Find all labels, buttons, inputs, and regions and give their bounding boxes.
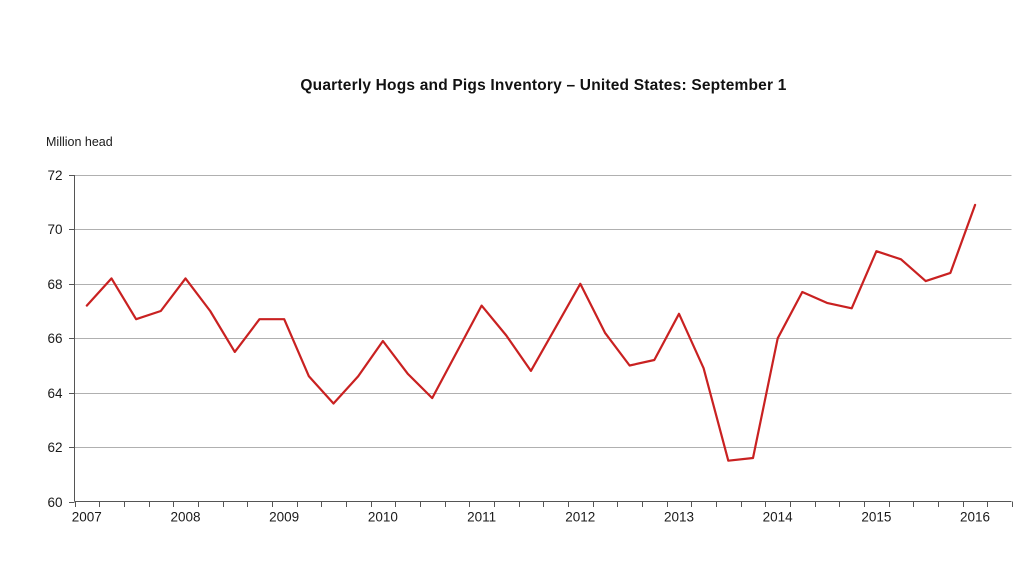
y-tick-label: 62 <box>47 440 62 455</box>
x-tick-label: 2009 <box>269 510 299 525</box>
chart-title: Quarterly Hogs and Pigs Inventory – Unit… <box>300 77 787 94</box>
y-tick-label: 72 <box>47 168 62 183</box>
x-tick-label: 2015 <box>861 510 891 525</box>
y-tick-label: 68 <box>47 277 62 292</box>
x-tick-label: 2007 <box>72 510 102 525</box>
y-tick-label: 66 <box>47 331 62 346</box>
x-tick-label: 2008 <box>170 510 200 525</box>
x-tick-label: 2013 <box>664 510 694 525</box>
x-tick-label: 2010 <box>368 510 398 525</box>
x-tick-label: 2016 <box>960 510 990 525</box>
x-tick-label: 2011 <box>467 510 496 525</box>
inventory-series-line <box>85 203 977 462</box>
y-tick-label: 60 <box>47 495 62 510</box>
y-axis-unit-label: Million head <box>46 135 113 149</box>
x-tick-label: 2012 <box>565 510 595 525</box>
y-tick-label: 64 <box>47 386 63 401</box>
y-tick-label: 70 <box>47 222 62 237</box>
x-tick-label: 2014 <box>763 510 794 525</box>
